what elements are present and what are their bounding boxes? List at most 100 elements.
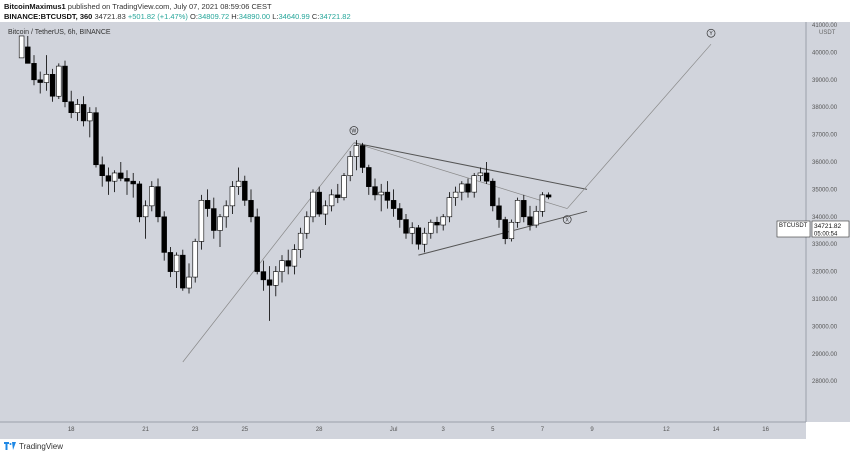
symbol-ohlc-line: BINANCE:BTCUSDT, 360 34721.83 +501.82 (+…	[4, 12, 850, 21]
currency-label: USDT	[819, 30, 836, 36]
candle	[452, 186, 459, 206]
candle	[446, 192, 453, 223]
x-tick-label: 3	[442, 427, 446, 433]
candle	[211, 197, 217, 239]
price-chart[interactable]: Bitcoin / TetherUS, 6h, BINANCE USDT 410…	[0, 22, 850, 439]
svg-text:X: X	[566, 218, 570, 224]
candle	[223, 200, 229, 228]
candle	[142, 200, 149, 239]
publish-info: BitcoinMaximus1 published on TradingView…	[4, 2, 850, 11]
candle	[409, 222, 415, 245]
y-tick-label: 32000.00	[812, 270, 838, 276]
candle	[521, 194, 527, 223]
candle	[254, 208, 260, 275]
candle	[539, 192, 546, 217]
candle	[217, 214, 223, 247]
candle	[322, 200, 329, 226]
y-tick-label: 41000.00	[812, 23, 838, 29]
candle	[310, 189, 316, 223]
candle	[328, 189, 335, 212]
candle	[421, 227, 428, 253]
candle	[248, 189, 254, 223]
wave-annotations: W X Y	[349, 28, 716, 224]
price-tag-box	[776, 220, 811, 238]
symbol-line-prefix: BINANCE:BTCUSDT, 360	[4, 12, 93, 21]
x-tick-label: 23	[192, 427, 199, 433]
candle	[471, 172, 477, 198]
candle	[502, 216, 508, 245]
candle	[403, 214, 409, 239]
close-label: C:	[311, 12, 320, 21]
tradingview-logo-icon	[4, 442, 16, 450]
x-tick-label: 21	[142, 427, 149, 433]
candle	[347, 151, 353, 182]
low-value: 34640.99	[278, 12, 310, 21]
candle	[229, 181, 236, 215]
last-price-tag: BTCUSDT 34721.82 05:00:54	[776, 220, 850, 238]
candle	[204, 189, 211, 217]
y-tick-labels: 41000.00 40000.00 39000.00 38000.00 37000.00…	[812, 23, 838, 385]
footer-brand: TradingView	[19, 441, 64, 451]
candle	[465, 178, 471, 198]
candle	[31, 55, 37, 86]
candle	[279, 255, 285, 283]
y-tick-label: 34000.00	[812, 215, 838, 221]
candle	[304, 211, 310, 239]
candle	[93, 107, 99, 168]
svg-text:Y: Y	[709, 31, 713, 37]
y-tick-label: 38000.00	[812, 105, 838, 111]
last-price: 34721.83	[94, 12, 126, 21]
candle	[390, 189, 397, 217]
candle	[434, 216, 440, 234]
price-change: +501.82 (+1.47%)	[127, 12, 188, 21]
candle	[136, 181, 143, 223]
x-tick-label: 9	[590, 427, 594, 433]
candle	[111, 170, 118, 193]
candle	[378, 183, 384, 212]
candle	[291, 244, 298, 275]
candle	[372, 178, 378, 201]
author-name: BitcoinMaximus1	[4, 2, 66, 11]
x-tick-label: 7	[541, 427, 545, 433]
candle	[415, 225, 422, 250]
candle	[105, 167, 112, 195]
candle	[149, 181, 155, 212]
candle	[273, 266, 279, 297]
x-tick-label: 25	[241, 427, 248, 433]
candle	[80, 96, 87, 127]
candle	[173, 252, 180, 289]
candle	[366, 164, 372, 195]
candle	[43, 55, 50, 91]
y-tick-label: 29000.00	[812, 352, 838, 358]
candle	[335, 183, 341, 204]
x-tick-label: 16	[762, 427, 769, 433]
candle	[161, 211, 167, 261]
candle	[62, 60, 68, 108]
candle	[25, 35, 31, 64]
plot-background	[0, 22, 806, 422]
candle	[167, 246, 174, 278]
candle	[118, 162, 124, 182]
x-tick-label: 5	[491, 427, 495, 433]
candle	[440, 214, 446, 231]
x-tick-label: 28	[316, 427, 323, 433]
open-label: O:	[189, 12, 198, 21]
trendline	[353, 142, 588, 190]
legend-title: Bitcoin / TetherUS, 6h, BINANCE	[8, 29, 111, 36]
x-tick-label: 18	[68, 427, 75, 433]
candle	[353, 140, 360, 171]
candle	[99, 156, 105, 187]
candle	[124, 170, 130, 195]
candle	[198, 194, 205, 250]
price-tag-value-box	[811, 220, 850, 238]
candle	[87, 107, 93, 138]
high-label: H:	[231, 12, 239, 21]
x-tick-label: 14	[713, 427, 720, 433]
x-tick-labels: 18 21 23 25 28 Jul 3 5 7 9 12 14 16	[68, 427, 770, 433]
wave-label: Y	[706, 28, 716, 38]
candle	[56, 63, 62, 99]
trendlines	[182, 43, 712, 363]
candle	[260, 260, 267, 291]
candle	[533, 205, 539, 228]
candle	[235, 167, 242, 195]
